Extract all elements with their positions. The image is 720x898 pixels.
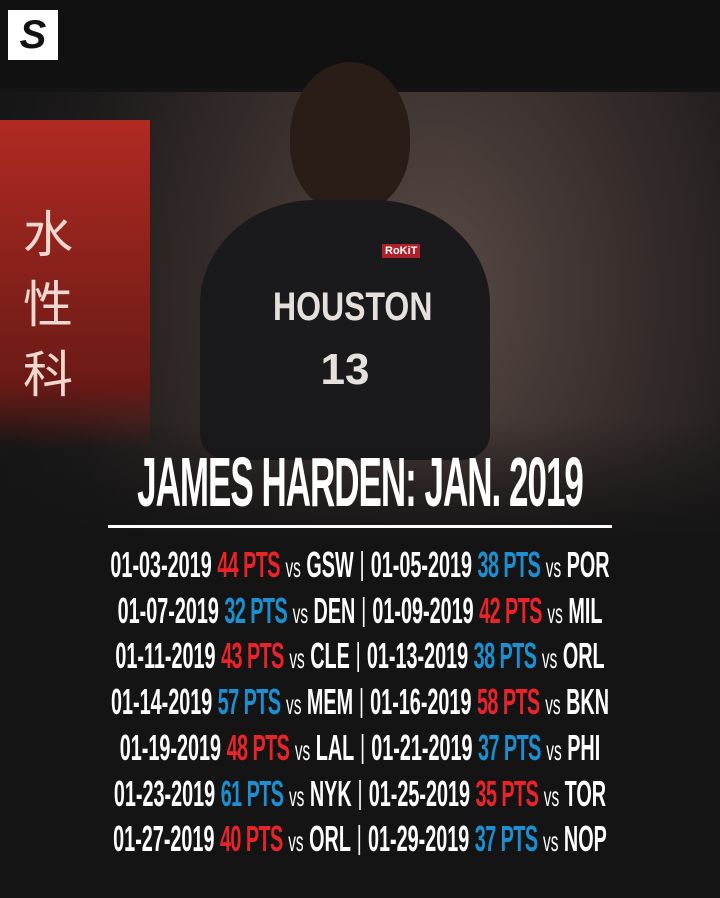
game-opponent: POR: [566, 544, 610, 585]
game-date: 01-05-2019: [370, 544, 473, 585]
vs-label: vs: [546, 734, 562, 766]
title: JAMES HARDEN: JAN. 2019: [137, 443, 584, 521]
game-points: 61 PTS: [220, 772, 284, 814]
game-opponent: DEN: [313, 589, 356, 631]
vs-label: vs: [288, 780, 305, 812]
jersey-city: HOUSTON: [273, 285, 433, 329]
game-row: 01-23-2019 61 PTS vs NYK 01-25-2019 35 PT…: [114, 773, 606, 815]
game-date: 01-07-2019: [117, 589, 219, 631]
game-opponent: ORL: [309, 818, 351, 860]
vs-label: vs: [541, 643, 558, 675]
vs-label: vs: [289, 643, 305, 675]
game-row: 01-07-2019 32 PTS vs DEN 01-09-2019 42 PT…: [118, 590, 603, 632]
game-row: 01-03-2019 44 PTS vs GSW 01-05-2019 38 PT…: [110, 544, 609, 586]
game-points: 37 PTS: [474, 818, 538, 860]
game-points: 42 PTS: [479, 589, 542, 631]
sign-char: 科: [23, 347, 73, 403]
vs-label: vs: [286, 689, 302, 721]
red-sign: [0, 120, 150, 450]
game-points: 57 PTS: [217, 681, 281, 723]
game-opponent: PHI: [567, 726, 601, 768]
game-opponent: MEM: [306, 681, 354, 723]
separator: [361, 551, 364, 581]
vs-label: vs: [288, 826, 304, 858]
separator: [358, 825, 361, 856]
game-opponent: LAL: [315, 726, 355, 768]
game-date: 01-21-2019: [371, 726, 473, 768]
game-points: 44 PTS: [217, 544, 280, 585]
logo: S: [8, 10, 58, 60]
game-date: 01-25-2019: [368, 772, 470, 814]
game-date: 01-16-2019: [370, 681, 472, 723]
game-opponent: GSW: [306, 544, 354, 585]
game-opponent: NYK: [309, 772, 352, 814]
game-opponent: ORL: [562, 635, 605, 677]
game-points: 38 PTS: [473, 635, 537, 677]
sponsor: RoKiT: [382, 244, 421, 258]
separator: [363, 596, 365, 627]
game-date: 01-09-2019: [372, 589, 474, 631]
sign-char: 水: [23, 207, 73, 263]
vs-label: vs: [294, 734, 311, 766]
game-date: 01-13-2019: [366, 635, 469, 677]
game-opponent: TOR: [564, 772, 607, 814]
sign-text: 水 性 科: [8, 200, 88, 410]
game-points: 48 PTS: [226, 726, 290, 768]
game-opponent: NOP: [563, 818, 607, 860]
vs-label: vs: [543, 826, 559, 858]
sign-char: 性: [23, 277, 73, 333]
separator: [361, 733, 364, 764]
game-date: 01-11-2019: [115, 635, 216, 677]
game-row: 01-11-2019 43 PTS vs CLE 01-13-2019 38 PT…: [115, 635, 604, 677]
game-opponent: BKN: [566, 681, 610, 723]
shade: [0, 420, 720, 898]
vs-label: vs: [292, 597, 309, 629]
game-row: 01-27-2019 40 PTS vs ORL 01-29-2019 37 PT…: [113, 818, 607, 860]
game-points: 35 PTS: [475, 772, 539, 814]
game-points: 43 PTS: [221, 635, 284, 677]
game-date: 01-14-2019: [110, 681, 213, 723]
game-date: 01-03-2019: [110, 544, 212, 585]
separator: [357, 642, 360, 673]
game-points: 38 PTS: [477, 544, 541, 585]
separator: [360, 688, 363, 719]
game-opponent: CLE: [310, 635, 350, 677]
vs-label: vs: [543, 780, 560, 812]
jersey-number: 13: [320, 345, 370, 394]
game-date: 01-29-2019: [367, 818, 470, 860]
game-points: 58 PTS: [476, 681, 540, 723]
player-head: [290, 62, 410, 212]
vs-label: vs: [285, 552, 301, 583]
game-points: 40 PTS: [219, 818, 283, 860]
vs-label: vs: [547, 597, 563, 629]
vs-label: vs: [545, 689, 561, 721]
game-date: 01-27-2019: [113, 818, 215, 860]
vs-label: vs: [545, 552, 562, 583]
game-date: 01-23-2019: [113, 772, 216, 814]
title-rule: [108, 525, 612, 528]
game-row: 01-14-2019 57 PTS vs MEM 01-16-2019 58 PT…: [111, 681, 609, 723]
separator: [359, 779, 362, 810]
player-jersey: [200, 200, 490, 460]
game-date: 01-19-2019: [119, 726, 222, 768]
game-row: 01-19-2019 48 PTS vs LAL 01-21-2019 37 PT…: [120, 727, 600, 769]
game-points: 37 PTS: [478, 726, 541, 768]
game-opponent: MIL: [568, 589, 603, 631]
game-points: 32 PTS: [224, 589, 288, 631]
